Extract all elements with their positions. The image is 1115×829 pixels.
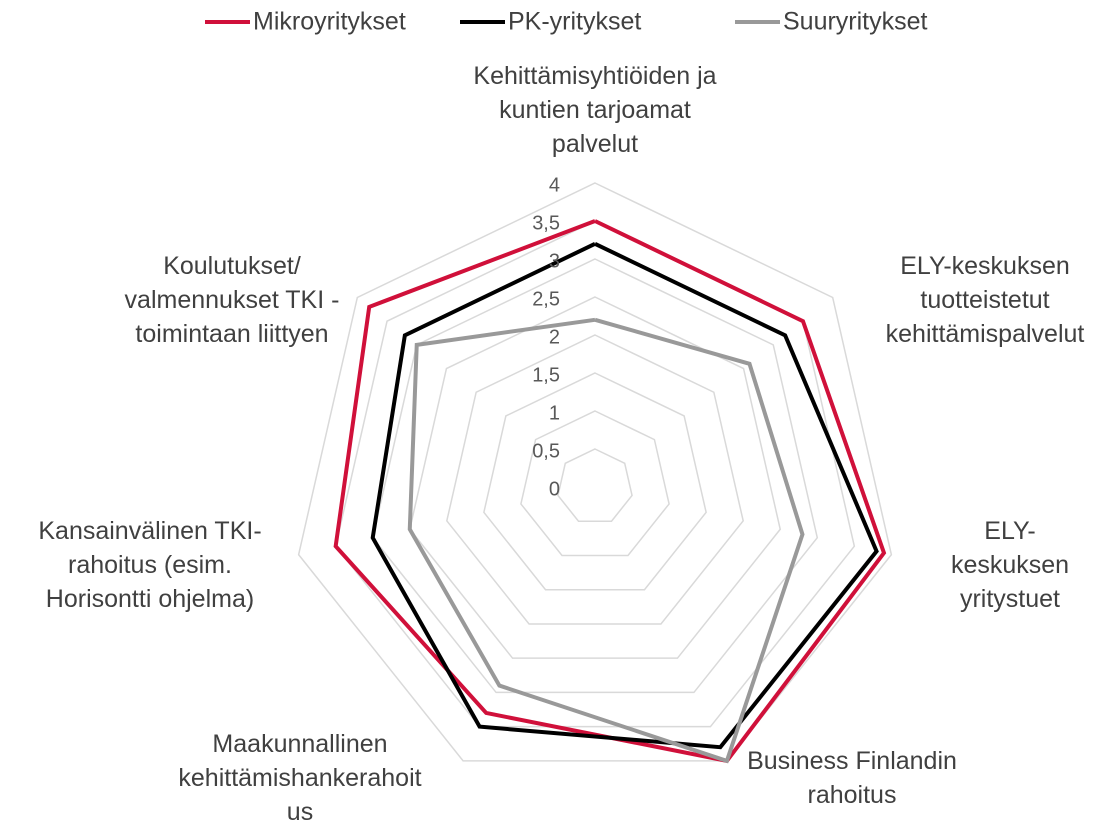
tick-label: 2 xyxy=(549,326,560,348)
tick-label: 0 xyxy=(549,478,560,500)
grid-ring xyxy=(371,258,819,694)
tick-label: 1 xyxy=(549,402,560,424)
category-label: Kehittämisyhtiöiden ja kuntien tarjoamat… xyxy=(473,62,717,158)
tick-label: 3,5 xyxy=(532,212,560,234)
tick-label: 2,5 xyxy=(532,288,560,310)
category-label: ELY-keskuksen yritystuet xyxy=(950,517,1070,613)
legend-label: Suuryritykset xyxy=(783,8,928,36)
category-label: Koulutukset/ valmennukset TKI - toiminta… xyxy=(124,252,340,348)
grid-ring xyxy=(334,220,856,728)
tick-label: 0,5 xyxy=(532,440,560,462)
grid-ring xyxy=(483,372,707,591)
grid-ring xyxy=(520,410,670,557)
tick-label: 3 xyxy=(549,250,560,272)
grid-ring xyxy=(408,296,782,659)
grid-ring xyxy=(297,182,893,762)
category-label: Maakunnallinen kehittämishankerahoit us xyxy=(178,730,422,826)
grid-ring xyxy=(445,334,745,625)
tick-label: 1,5 xyxy=(532,364,560,386)
spoke xyxy=(595,297,833,487)
category-label: Business Finlandin rahoitus xyxy=(747,747,957,809)
series-line xyxy=(407,317,805,764)
spoke xyxy=(595,487,891,555)
series-line xyxy=(370,241,879,750)
tick-label: 4 xyxy=(549,174,560,196)
legend-label: PK-yritykset xyxy=(508,8,641,36)
category-label: Kansainvälinen TKI- rahoitus (esim. Hori… xyxy=(38,517,262,613)
legend-label: Mikroyritykset xyxy=(253,8,406,36)
grid-ring xyxy=(557,448,633,522)
category-label: ELY-keskuksen tuotteistetut kehittämispa… xyxy=(885,252,1085,348)
